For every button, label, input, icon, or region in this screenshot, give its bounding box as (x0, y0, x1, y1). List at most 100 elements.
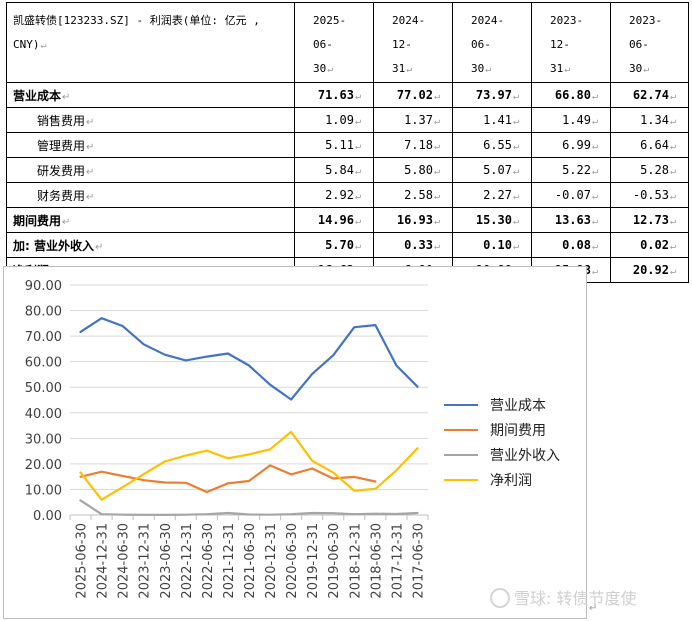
y-tick-label: 30.00 (25, 432, 62, 447)
paragraph-mark: ↵ (62, 216, 71, 228)
row-label-cell: 加: 营业外收入↵ (6, 232, 295, 258)
value-cell: 20.92↵ (610, 257, 689, 283)
row-label-cell: 期间费用↵ (6, 207, 295, 233)
x-tick-label: 2017-12-31 (390, 523, 405, 599)
paragraph-mark: ↵ (354, 241, 361, 252)
paragraph-mark: ↵ (433, 166, 440, 177)
row-label: 研发费用 (37, 163, 86, 178)
value-cell: 6.99↵ (531, 132, 611, 158)
legend-swatch (444, 429, 478, 431)
row-label: 加: 营业外收入 (13, 238, 94, 253)
cell-value: 1.41 (483, 113, 512, 127)
value-cell: 5.28↵ (610, 157, 689, 183)
value-cell: -0.07↵ (531, 182, 611, 208)
x-tick-label: 2019-06-30 (327, 523, 342, 599)
legend-swatch (444, 454, 478, 456)
value-cell: 0.08↵ (531, 232, 611, 258)
x-tick-label: 2019-12-31 (306, 523, 321, 599)
date-header-cell: 2024-12- 31↵ (373, 2, 453, 83)
value-cell: 1.37↵ (373, 107, 453, 133)
cell-value: 2.92 (325, 188, 354, 202)
table-row: 管理费用↵ 5.11↵ 7.18↵ 6.55↵ 6.99↵ 6.64↵ (6, 132, 689, 158)
paragraph-mark: ↵ (433, 116, 440, 127)
x-tick-label: 2024-06-30 (117, 523, 132, 599)
y-tick-label: 70.00 (25, 330, 62, 345)
series-line-1 (79, 464, 377, 494)
paragraph-mark: ↵ (591, 266, 598, 277)
paragraph-mark: ↵ (433, 141, 440, 152)
cell-value: 6.64 (640, 138, 669, 152)
value-cell: 2.27↵ (452, 182, 532, 208)
value-cell: 0.02↵ (610, 232, 689, 258)
table-title-line1: 凯盛转债[123233.SZ] - 利润表(单位: 亿元 , (13, 14, 260, 27)
legend-label: 营业外收入 (490, 448, 560, 464)
cell-value: 15.30 (475, 213, 512, 227)
cell-value: 2.27 (483, 188, 512, 202)
paragraph-mark: ↵ (433, 91, 440, 102)
y-tick-label: 50.00 (25, 381, 62, 396)
y-tick-label: 40.00 (25, 407, 62, 422)
table-title-line2: CNY) (13, 38, 40, 51)
cell-value: 14.96 (317, 213, 354, 227)
table-row: 期间费用↵ 14.96↵ 16.93↵ 15.30↵ 13.63↵ 12.73↵ (6, 207, 689, 233)
x-tick-label: 2018-12-31 (348, 523, 363, 599)
y-tick-label: 60.00 (25, 356, 62, 371)
legend-swatch (444, 404, 478, 406)
paragraph-mark: ↵ (591, 116, 598, 127)
chart-plot: 0.00 10.00 20.00 30.00 40.00 50.00 60.00 70.00 8… (25, 279, 429, 599)
paragraph-mark: ↵ (669, 166, 676, 177)
value-cell: 5.80↵ (373, 157, 453, 183)
legend-item: 期间费用 (444, 420, 604, 440)
value-cell: 1.34↵ (610, 107, 689, 133)
watermark-text: 雪球: 转债节度使 (514, 589, 637, 608)
date-header-line1: 2024-06- (471, 14, 505, 51)
value-cell: 77.02↵ (373, 82, 453, 108)
cell-value: 1.34 (640, 113, 669, 127)
cell-value: 0.10 (483, 238, 512, 252)
cell-value: -0.53 (632, 188, 669, 202)
table-header-row: 凯盛转债[123233.SZ] - 利润表(单位: 亿元 , CNY)↵ 202… (6, 2, 689, 83)
income-statement-table: 凯盛转债[123233.SZ] - 利润表(单位: 亿元 , CNY)↵ 202… (6, 2, 689, 283)
paragraph-mark: ↵ (512, 91, 519, 102)
series-line-0 (79, 317, 419, 401)
date-header-line2: 30 (629, 62, 643, 75)
x-tick-label: 2020-12-31 (264, 523, 279, 599)
cell-value: 1.49 (562, 113, 591, 127)
cell-value: -0.07 (554, 188, 591, 202)
table-row: 研发费用↵ 5.84↵ 5.80↵ 5.07↵ 5.22↵ 5.28↵ (6, 157, 689, 183)
paragraph-mark: ↵ (327, 64, 334, 75)
row-label-cell: 管理费用↵ (6, 132, 295, 158)
cell-value: 5.70 (325, 238, 354, 252)
date-header-line1: 2025-06- (313, 14, 347, 51)
date-header-line2: 31 (392, 62, 406, 75)
legend-label: 期间费用 (490, 423, 546, 439)
table-title-cell: 凯盛转债[123233.SZ] - 利润表(单位: 亿元 , CNY)↵ (6, 2, 295, 83)
date-header-line2: 30 (313, 62, 327, 75)
y-tick-label: 0.00 (33, 509, 62, 524)
paragraph-mark: ↵ (591, 91, 598, 102)
table-row: 销售费用↵ 1.09↵ 1.37↵ 1.41↵ 1.49↵ 1.34↵ (6, 107, 689, 133)
paragraph-mark: ↵ (62, 91, 71, 103)
value-cell: 0.33↵ (373, 232, 453, 258)
value-cell: 66.80↵ (531, 82, 611, 108)
paragraph-mark: ↵ (512, 141, 519, 152)
paragraph-mark: ↵ (512, 216, 519, 227)
cell-value: 0.33 (404, 238, 433, 252)
paragraph-mark: ↵ (433, 241, 440, 252)
legend-item: 营业外收入 (444, 445, 604, 465)
cell-value: 1.37 (404, 113, 433, 127)
x-tick-label: 2018-06-30 (369, 523, 384, 599)
cell-value: 5.28 (640, 163, 669, 177)
cell-value: 0.02 (640, 238, 669, 252)
value-cell: 6.55↵ (452, 132, 532, 158)
y-tick-label: 10.00 (25, 483, 62, 498)
value-cell: 1.09↵ (294, 107, 374, 133)
row-label: 营业成本 (13, 88, 62, 103)
legend-item: 净利润 (444, 470, 604, 490)
value-cell: 2.92↵ (294, 182, 374, 208)
value-cell: 0.10↵ (452, 232, 532, 258)
paragraph-mark: ↵ (354, 216, 361, 227)
paragraph-mark: ↵ (669, 216, 676, 227)
table-row: 加: 营业外收入↵ 5.70↵ 0.33↵ 0.10↵ 0.08↵ 0.02↵ (6, 232, 689, 258)
value-cell: 6.64↵ (610, 132, 689, 158)
